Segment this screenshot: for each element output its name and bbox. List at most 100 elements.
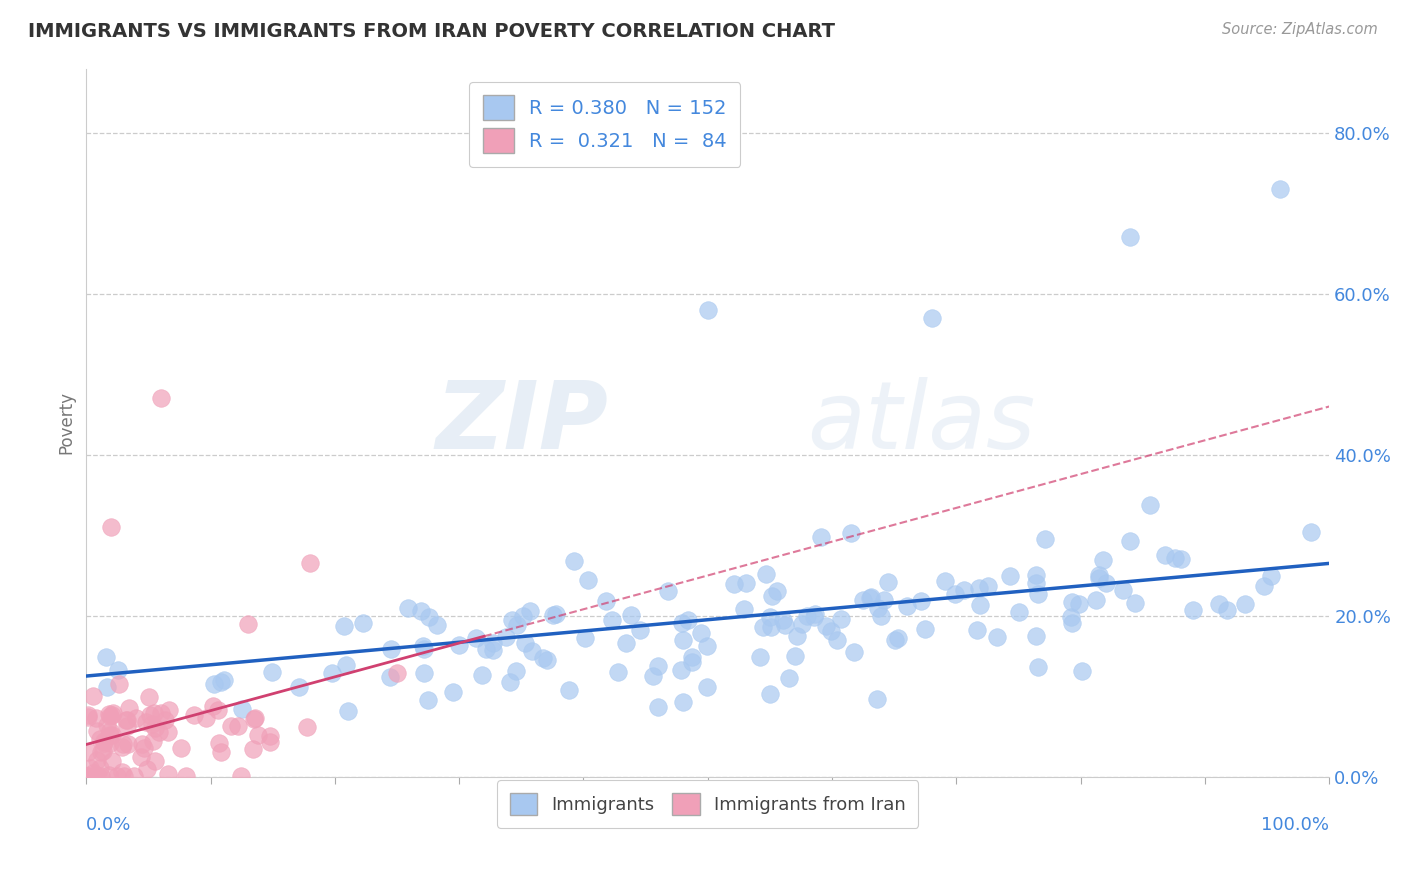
Point — [1208, 597, 1230, 611]
Point — [766, 583, 789, 598]
Point — [101, 708, 124, 723]
Point — [481, 636, 503, 650]
Point — [447, 638, 470, 652]
Point — [112, 769, 135, 783]
Point — [520, 644, 543, 658]
Point — [242, 742, 264, 756]
Point — [412, 639, 434, 653]
Point — [505, 664, 527, 678]
Point — [143, 755, 166, 769]
Point — [934, 574, 956, 588]
Point — [914, 622, 936, 636]
Point — [921, 310, 943, 325]
Point — [1091, 553, 1114, 567]
Point — [671, 616, 693, 631]
Point — [1094, 575, 1116, 590]
Point — [76, 707, 98, 722]
Point — [513, 635, 536, 649]
Text: 0.0%: 0.0% — [86, 815, 132, 833]
Point — [111, 764, 134, 779]
Point — [93, 744, 115, 758]
Point — [183, 708, 205, 723]
Point — [803, 610, 825, 624]
Point — [641, 668, 664, 682]
Point — [143, 706, 166, 721]
Text: ZIP: ZIP — [436, 376, 609, 468]
Point — [134, 741, 156, 756]
Point — [141, 717, 163, 731]
Point — [772, 614, 794, 628]
Point — [157, 703, 180, 717]
Point — [93, 736, 115, 750]
Point — [107, 769, 129, 783]
Point — [426, 618, 449, 632]
Point — [245, 711, 267, 725]
Point — [209, 674, 232, 689]
Point — [1025, 575, 1047, 590]
Point — [98, 736, 121, 750]
Point — [886, 631, 908, 645]
Point — [470, 668, 492, 682]
Point — [541, 607, 564, 622]
Point — [260, 665, 283, 679]
Point — [89, 732, 111, 747]
Point — [97, 706, 120, 721]
Point — [759, 687, 782, 701]
Point — [98, 727, 121, 741]
Point — [337, 704, 360, 718]
Point — [174, 769, 197, 783]
Point — [859, 591, 882, 605]
Point — [202, 676, 225, 690]
Point — [1260, 568, 1282, 582]
Point — [153, 713, 176, 727]
Point — [117, 737, 139, 751]
Point — [76, 745, 98, 759]
Point — [910, 594, 932, 608]
Point — [647, 699, 669, 714]
Point — [1059, 609, 1081, 624]
Point — [748, 649, 770, 664]
Point — [112, 737, 135, 751]
Point — [1028, 587, 1050, 601]
Point — [149, 392, 172, 406]
Point — [143, 721, 166, 735]
Point — [299, 557, 322, 571]
Point — [1111, 582, 1133, 597]
Point — [156, 767, 179, 781]
Point — [519, 604, 541, 618]
Point — [156, 725, 179, 739]
Point — [90, 769, 112, 783]
Point — [142, 734, 165, 748]
Point — [796, 609, 818, 624]
Point — [1119, 534, 1142, 549]
Point — [1216, 603, 1239, 617]
Point — [82, 689, 104, 703]
Point — [943, 587, 966, 601]
Point — [820, 624, 842, 639]
Point — [839, 526, 862, 541]
Point — [385, 666, 408, 681]
Point — [696, 302, 718, 317]
Point — [1008, 605, 1031, 619]
Point — [125, 711, 148, 725]
Point — [761, 589, 783, 603]
Text: 100.0%: 100.0% — [1261, 815, 1329, 833]
Point — [1170, 552, 1192, 566]
Point — [475, 642, 498, 657]
Point — [86, 723, 108, 738]
Point — [96, 649, 118, 664]
Point — [226, 719, 249, 733]
Point — [1164, 550, 1187, 565]
Point — [733, 602, 755, 616]
Point — [810, 530, 832, 544]
Point — [231, 702, 253, 716]
Point — [195, 711, 218, 725]
Point — [852, 593, 875, 607]
Text: IMMIGRANTS VS IMMIGRANTS FROM IRAN POVERTY CORRELATION CHART: IMMIGRANTS VS IMMIGRANTS FROM IRAN POVER… — [28, 22, 835, 41]
Point — [115, 713, 138, 727]
Point — [495, 630, 517, 644]
Point — [418, 609, 440, 624]
Point — [118, 701, 141, 715]
Point — [544, 607, 567, 621]
Point — [790, 616, 813, 631]
